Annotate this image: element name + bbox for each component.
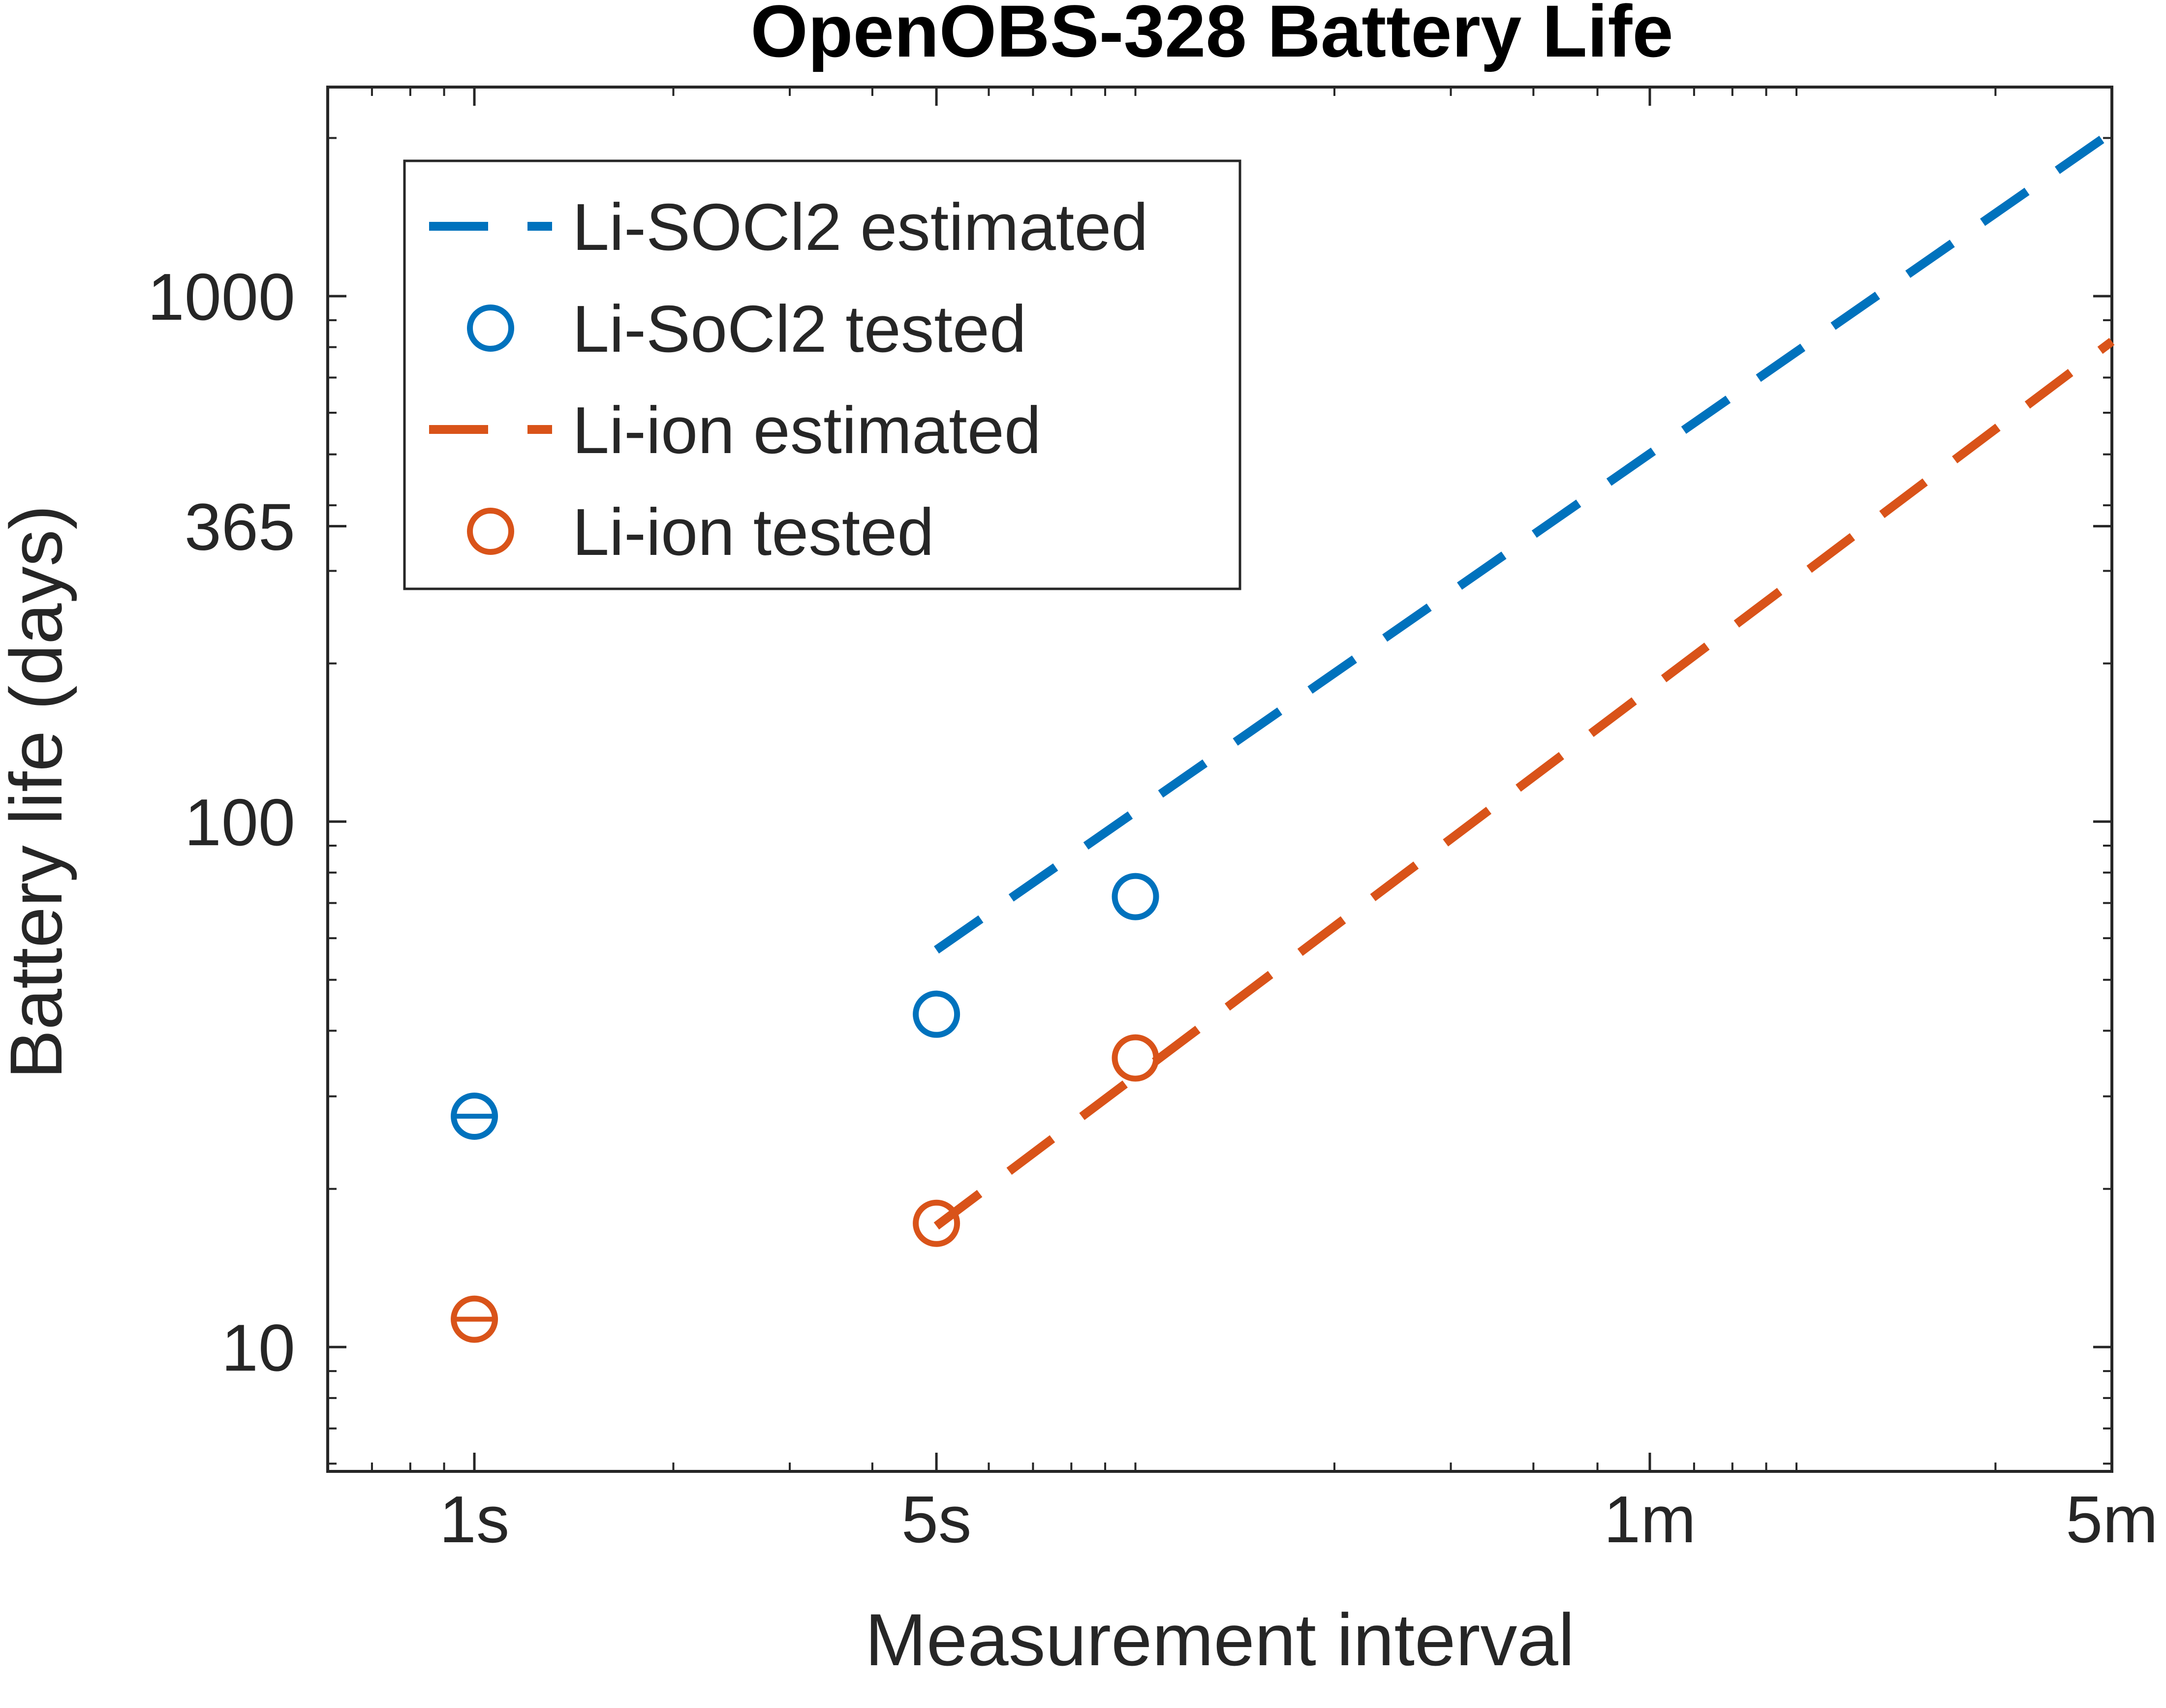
- legend-entry-label: Li-SOCl2 estimated: [572, 190, 1148, 264]
- y-tick-label: 365: [185, 490, 295, 564]
- legend-marker-swatch: [467, 508, 514, 555]
- x-tick-label: 5s: [901, 1482, 972, 1556]
- x-axis-label: Measurement interval: [865, 1598, 1575, 1681]
- x-tick-labels: 1s 5s 1m 5m: [439, 1482, 2158, 1556]
- chart-title: OpenOBS-328 Battery Life: [750, 0, 1673, 72]
- series-marker: [913, 1199, 960, 1247]
- x-tick-label: 1m: [1604, 1482, 1696, 1556]
- series-marker: [1112, 873, 1159, 920]
- legend-entry-label: Li-SoCl2 tested: [572, 292, 1026, 366]
- series-marker: [1112, 1034, 1159, 1082]
- y-tick-label: 10: [221, 1311, 295, 1385]
- legend-box: [403, 159, 1241, 590]
- x-tick-label: 1s: [439, 1482, 510, 1556]
- legend-marker-swatch: [467, 305, 514, 352]
- y-tick-label: 100: [185, 785, 295, 859]
- series-line: [933, 337, 2115, 1230]
- series-line: [933, 128, 2115, 954]
- major-ticks: [328, 87, 2113, 1471]
- y-tick-label: 1000: [148, 260, 295, 334]
- series-layer: [451, 128, 2115, 1343]
- y-tick-labels: 10 100 365 1000: [148, 260, 295, 1385]
- x-tick-label: 5m: [2066, 1482, 2158, 1556]
- legend: Li-SOCl2 estimated Li-SoCl2 tested Li-ion …: [403, 159, 1241, 590]
- axes-box: [326, 86, 2113, 1473]
- series-marker: [913, 990, 960, 1038]
- legend-entry-label: Li-ion estimated: [572, 393, 1041, 467]
- y-axis-label: Battery life (days): [0, 505, 77, 1079]
- plot-area: 1s 5s 1m 5m 10 100 365 1000: [148, 86, 2158, 1556]
- legend-entry-label: Li-ion tested: [572, 495, 934, 569]
